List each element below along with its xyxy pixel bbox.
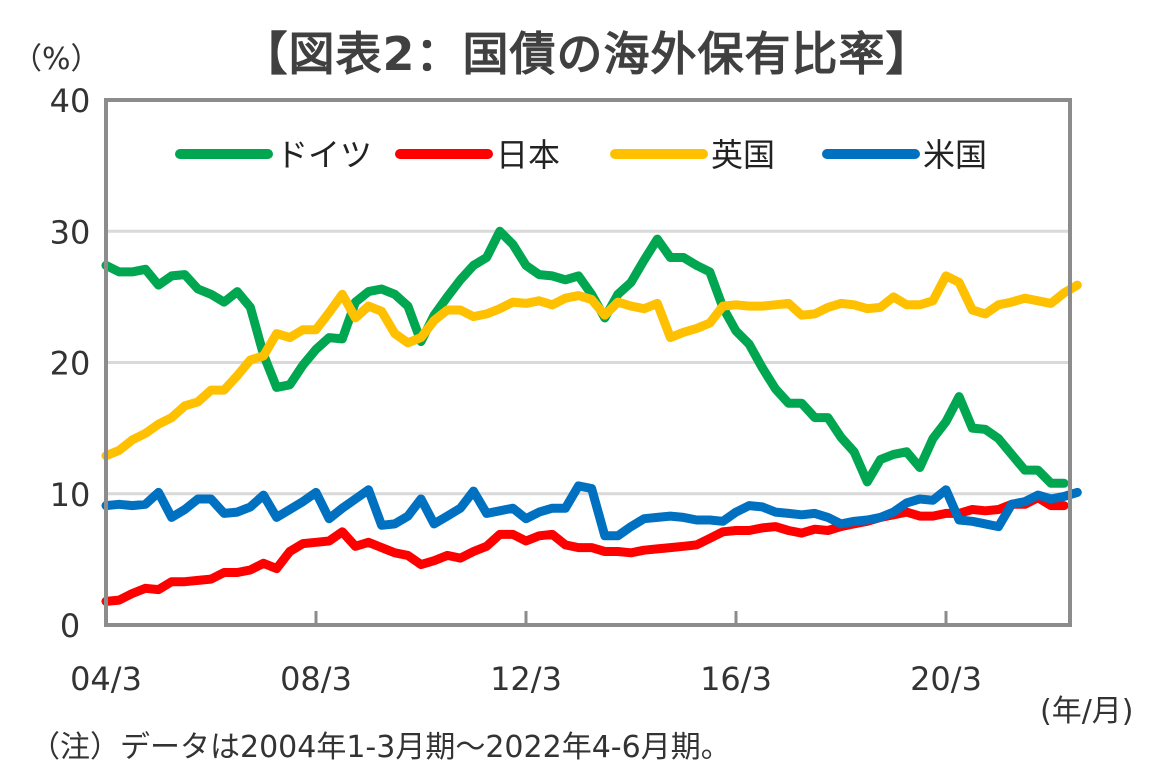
x-tick-label: 16/3 <box>700 660 772 698</box>
series-line-0 <box>101 226 1069 488</box>
series-line-3 <box>101 481 1082 541</box>
y-tick-label: 40 <box>50 82 91 120</box>
series-line-1 <box>101 493 1069 606</box>
legend-label: 日本 <box>496 136 560 174</box>
legend: ドイツ 日本 英国 米国 <box>175 136 987 174</box>
legend-item: 英国 <box>610 136 775 174</box>
y-tick-label: 10 <box>50 476 91 514</box>
x-axis-unit: (年/月) <box>1040 694 1134 729</box>
y-tick-label: 0 <box>60 607 80 645</box>
x-tick-label: 12/3 <box>490 660 562 698</box>
plot-frame <box>104 98 1072 627</box>
y-tick-label: 30 <box>50 213 91 251</box>
x-tick-label: 04/3 <box>70 660 142 698</box>
legend-item: ドイツ <box>175 136 372 174</box>
chart-note: （注）データは2004年1-3月期～2022年4-6月期。 <box>30 730 731 765</box>
y-tick-label: 20 <box>50 345 91 383</box>
legend-item: 日本 <box>395 136 560 174</box>
legend-label: 米国 <box>923 136 987 174</box>
legend-label: ドイツ <box>276 136 372 174</box>
chart-title: 【図表2：国債の海外保有比率】 <box>241 27 933 81</box>
y-axis-ticks: 0 10 20 30 40 <box>50 82 91 645</box>
series-line-2 <box>101 271 1082 461</box>
legend-item: 米国 <box>822 136 987 174</box>
legend-label: 英国 <box>711 136 775 174</box>
x-tick-label: 20/3 <box>910 660 982 698</box>
series-lines <box>101 226 1082 606</box>
y-axis-unit: （%） <box>12 42 101 77</box>
x-axis-ticks: 04/3 08/3 12/3 16/3 20/3 <box>70 611 982 698</box>
x-tick-label: 08/3 <box>280 660 352 698</box>
